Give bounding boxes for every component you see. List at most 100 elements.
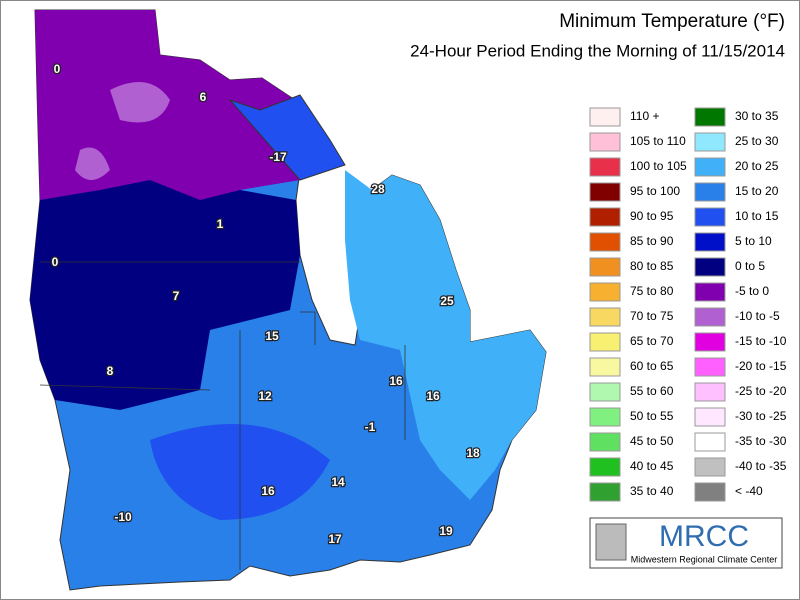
legend-swatch — [694, 357, 726, 377]
legend-label: 70 to 75 — [630, 309, 674, 323]
legend-label: 30 to 35 — [735, 109, 779, 123]
legend-label: 85 to 90 — [630, 234, 674, 248]
legend-label: 75 to 80 — [630, 284, 674, 298]
legend-swatch — [694, 182, 726, 202]
legend-swatch — [694, 282, 726, 302]
station-value: 0 — [54, 62, 61, 76]
station-value: -17 — [269, 150, 287, 164]
warm-east — [345, 170, 546, 500]
station-value: 7 — [173, 289, 180, 303]
legend-swatch — [589, 407, 621, 427]
legend-swatch — [694, 132, 726, 152]
legend-swatch — [589, 457, 621, 477]
legend-label: 65 to 70 — [630, 334, 674, 348]
legend-label: 95 to 100 — [630, 184, 680, 198]
legend-label: -15 to -10 — [735, 334, 787, 348]
station-value: 12 — [258, 389, 272, 403]
legend-label: -30 to -25 — [735, 409, 787, 423]
legend-label: 20 to 25 — [735, 159, 779, 173]
station-value: 28 — [371, 182, 385, 196]
legend-label: -10 to -5 — [735, 309, 780, 323]
legend-label: -35 to -30 — [735, 434, 787, 448]
legend-swatch — [589, 182, 621, 202]
legend-swatch — [589, 382, 621, 402]
legend-label: 5 to 10 — [735, 234, 772, 248]
legend-label: 10 to 15 — [735, 209, 779, 223]
station-value: -1 — [365, 420, 376, 434]
cold-pockets — [75, 82, 170, 180]
map-title: Minimum Temperature (°F) — [559, 11, 785, 32]
legend-swatch — [694, 382, 726, 402]
legend-swatch — [589, 307, 621, 327]
legend-swatch — [589, 107, 621, 127]
station-value: -10 — [114, 510, 132, 524]
legend-label: 80 to 85 — [630, 259, 674, 273]
legend-label: -40 to -35 — [735, 459, 787, 473]
station-value: 14 — [331, 475, 345, 489]
station-value: 16 — [389, 374, 403, 388]
station-value: 18 — [466, 446, 480, 460]
legend-swatch — [694, 332, 726, 352]
legend-swatch — [694, 482, 726, 502]
legend-swatch — [589, 282, 621, 302]
logo-icon — [595, 523, 627, 561]
station-value: 25 — [440, 294, 454, 308]
legend-label: 105 to 110 — [630, 134, 686, 148]
legend-label: < -40 — [735, 484, 763, 498]
station-value: 16 — [426, 389, 440, 403]
legend-swatch — [694, 432, 726, 452]
station-value: 16 — [261, 484, 275, 498]
legend-swatch — [589, 432, 621, 452]
legend-label: 45 to 50 — [630, 434, 674, 448]
legend-swatch — [589, 157, 621, 177]
station-value: 19 — [439, 524, 453, 538]
logo: MRCC Midwestern Regional Climate Center — [589, 517, 783, 569]
legend-swatch — [589, 357, 621, 377]
logo-full-name: Midwestern Regional Climate Center — [631, 554, 778, 564]
legend-label: 25 to 30 — [735, 134, 779, 148]
legend-label: 40 to 45 — [630, 459, 674, 473]
legend-swatch — [694, 457, 726, 477]
legend-label: 60 to 65 — [630, 359, 674, 373]
legend-label: 35 to 40 — [630, 484, 674, 498]
legend-label: 90 to 95 — [630, 209, 674, 223]
cold-band — [30, 130, 300, 410]
legend-swatch — [694, 107, 726, 127]
station-value: 1 — [217, 217, 224, 231]
station-labels: 0 6 -17 28 1 0 7 25 15 16 8 12 16 -1 18 14 16 -10 19 17 — [50, 61, 481, 548]
legend-label: -20 to -15 — [735, 359, 787, 373]
legend-swatch — [589, 207, 621, 227]
legend-label: 15 to 20 — [735, 184, 779, 198]
legend-swatch — [694, 257, 726, 277]
station-value: 17 — [328, 532, 342, 546]
legend-label: -25 to -20 — [735, 384, 787, 398]
station-value: 0 — [52, 255, 59, 269]
legend: 110 + 105 to 110 100 to 105 95 to 100 90 to … — [589, 107, 787, 502]
legend-swatch — [694, 207, 726, 227]
legend-swatch — [589, 257, 621, 277]
legend-label: -5 to 0 — [735, 284, 769, 298]
legend-swatch — [694, 232, 726, 252]
legend-swatch — [589, 332, 621, 352]
legend-swatch — [694, 157, 726, 177]
legend-swatch — [694, 307, 726, 327]
upper-peninsula — [228, 94, 346, 181]
station-value: 6 — [200, 90, 207, 104]
map — [29, 9, 547, 591]
legend-swatch — [694, 407, 726, 427]
legend-label: 55 to 60 — [630, 384, 674, 398]
station-value: 15 — [265, 329, 279, 343]
station-value: 8 — [107, 364, 114, 378]
state-borders — [39, 261, 406, 570]
logo-name: MRCC — [659, 520, 749, 553]
map-subtitle: 24-Hour Period Ending the Morning of 11/… — [410, 41, 785, 60]
legend-label: 0 to 5 — [735, 259, 765, 273]
legend-label: 50 to 55 — [630, 409, 674, 423]
legend-swatch — [589, 232, 621, 252]
legend-label: 110 + — [630, 109, 659, 123]
legend-label: 100 to 105 — [630, 159, 687, 173]
legend-swatch — [589, 482, 621, 502]
legend-swatch — [589, 132, 621, 152]
